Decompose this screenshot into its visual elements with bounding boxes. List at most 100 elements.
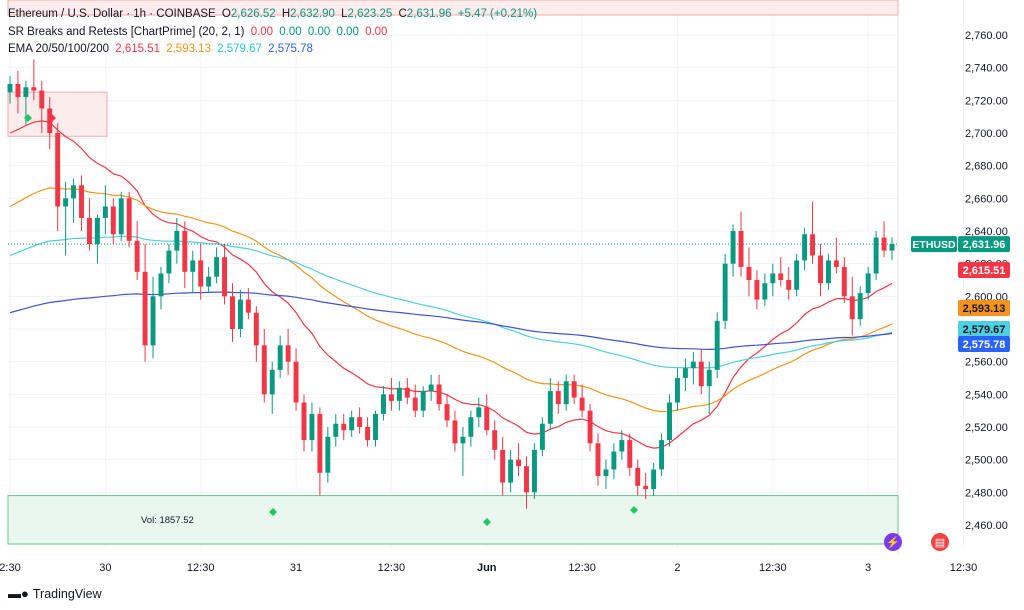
candle: [444, 394, 450, 427]
support-retest-marker: [483, 518, 491, 526]
candle-body: [786, 280, 792, 290]
lightning-icon[interactable]: ⚡: [884, 533, 902, 551]
candle: [55, 123, 61, 231]
candle: [396, 381, 402, 411]
candle-body: [730, 231, 736, 264]
candle: [190, 250, 196, 294]
candle: [245, 288, 251, 320]
candle-body: [365, 427, 371, 441]
candles: [7, 59, 895, 509]
candle: [420, 386, 426, 418]
candle-body: [674, 378, 680, 403]
candle-body: [412, 397, 418, 411]
high-value: 2,632.90: [290, 8, 335, 20]
candle-body: [746, 266, 752, 280]
ema50-line: [9, 187, 893, 413]
last-close-tag-bg: [958, 236, 1010, 253]
candle-body: [317, 413, 323, 473]
ema100-tag-bg: [958, 321, 1010, 337]
ema200-tag-bg: [958, 336, 1010, 352]
candle: [365, 417, 371, 447]
candle: [388, 378, 394, 411]
candle-body: [563, 381, 569, 405]
candle: [722, 253, 728, 329]
candle-body: [770, 273, 776, 284]
candle-body: [571, 381, 577, 398]
candle: [682, 358, 688, 392]
candle-body: [63, 198, 69, 207]
tradingview-logo[interactable]: ▬● TradingView: [8, 586, 102, 601]
price-tick-label: 2,520.00: [965, 422, 1008, 434]
flag-icon[interactable]: ▤: [931, 533, 949, 551]
candle: [63, 182, 69, 256]
candle: [674, 368, 680, 411]
support-retest-marker: [630, 506, 638, 514]
candle: [786, 266, 792, 300]
high-label: H: [281, 8, 291, 20]
time-tick-label: 12:30: [187, 562, 215, 574]
candle-body: [150, 296, 156, 346]
candle-body: [492, 430, 498, 450]
candle: [373, 410, 378, 447]
price-tick-label: 2,540.00: [965, 389, 1008, 401]
candle-body: [261, 345, 267, 395]
resistance-zone-top: [7, 0, 899, 16]
candle: [484, 394, 490, 436]
ema20-tag: 2,615.51: [963, 265, 1006, 277]
sr-indicator-name[interactable]: SR Breaks and Retests [ChartPrime] (20, …: [8, 26, 245, 38]
candle: [730, 224, 736, 277]
candle: [651, 462, 657, 496]
candle-body: [118, 198, 124, 235]
candle: [317, 407, 323, 496]
candle-body: [595, 443, 601, 476]
price-tags: ETHUSD 2,631.96 2,615.51 2,593.13 2,579.67 2,…: [911, 236, 1010, 352]
candle-body: [7, 84, 13, 93]
candle-body: [714, 320, 720, 370]
sr-value-2: 0.00: [279, 26, 302, 38]
legend-row-sr[interactable]: SR Breaks and Retests [ChartPrime] (20, …: [8, 24, 390, 40]
legend-row-symbol: Ethereum / U.S. Dollar · 1h · COINBASE O…: [8, 6, 540, 22]
candle: [818, 244, 823, 297]
candle: [150, 276, 156, 359]
candle: [547, 378, 553, 431]
candle: [571, 374, 577, 405]
candle-body: [174, 231, 180, 251]
ema50-tag: 2,593.13: [963, 303, 1006, 315]
candle: [206, 266, 212, 294]
candle: [126, 191, 132, 248]
candle-body: [794, 260, 800, 290]
candle: [476, 397, 482, 427]
candle: [627, 433, 633, 476]
legend-row-ema[interactable]: EMA 20/50/100/200 2,615.51 2,593.13 2,57…: [8, 41, 316, 57]
last-close-tag: 2,631.96: [963, 239, 1006, 251]
candle-body: [357, 417, 363, 427]
time-tick-label: 12:30: [950, 562, 978, 574]
candle: [500, 436, 506, 496]
candle-body: [396, 387, 402, 401]
candle: [349, 410, 355, 437]
candle-body: [388, 394, 394, 401]
ema20-line: [9, 120, 893, 449]
candle-body: [539, 423, 545, 450]
candle-body: [635, 467, 641, 486]
symbol-title[interactable]: Ethereum / U.S. Dollar · 1h · COINBASE: [8, 8, 216, 20]
price-tick-label: 2,740.00: [965, 63, 1008, 75]
brand-name: TradingView: [32, 586, 102, 601]
candle: [857, 286, 863, 326]
candle: [833, 237, 839, 274]
candle: [603, 459, 609, 490]
low-value: 2,623.25: [347, 8, 393, 20]
candle-body: [349, 417, 355, 431]
ema-indicator-name[interactable]: EMA 20/50/100/200: [8, 43, 110, 55]
candle: [881, 221, 887, 258]
candle: [587, 404, 593, 452]
candle: [269, 361, 275, 414]
candle: [738, 211, 744, 277]
price-tick-label: 2,760.00: [965, 30, 1008, 42]
candle-body: [555, 391, 561, 405]
open-value: 2,626.52: [230, 8, 276, 20]
candle: [865, 266, 871, 300]
candle-body: [94, 217, 100, 245]
candle-body: [198, 260, 204, 287]
